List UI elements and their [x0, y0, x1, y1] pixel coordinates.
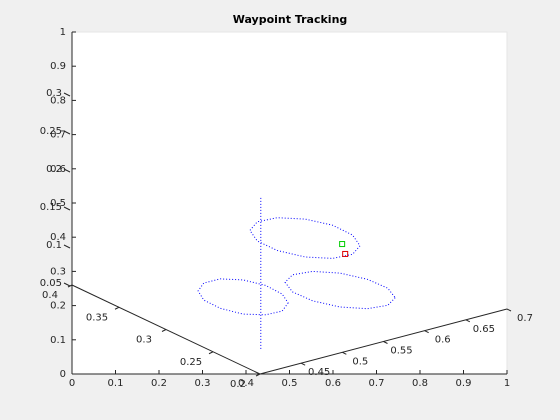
x-tick-label: 0.8 — [412, 378, 428, 389]
y-tick-label: 1 — [60, 27, 66, 38]
plot-area — [71, 31, 508, 375]
y3-tick-label: 0.4 — [42, 290, 58, 301]
y-tick-label: 0.6 — [50, 164, 66, 175]
x-tick-label: 0.6 — [325, 378, 341, 389]
x3-tick-label: 0.65 — [473, 324, 495, 335]
y-tick-label: 0.4 — [50, 232, 66, 243]
z3-tick — [63, 168, 71, 173]
y3-tick-label: 0.35 — [86, 312, 108, 323]
z3-tick — [63, 244, 71, 249]
x-tick-label: 0.1 — [108, 378, 124, 389]
z3-tick — [63, 206, 71, 211]
waypoint-marker — [342, 250, 349, 257]
y-tick-label: 0.5 — [50, 198, 66, 209]
y-tick-label: 0.8 — [50, 95, 66, 106]
y3-tick — [114, 306, 120, 310]
z3-tick-label: 0.15 — [40, 202, 62, 213]
x3-tick — [342, 351, 347, 355]
x-tick-label: 0.9 — [456, 378, 472, 389]
x3-tick-label: 0.55 — [390, 346, 412, 357]
z3-tick-label: 0.25 — [40, 126, 62, 137]
y3-tick-label: 0.25 — [180, 357, 202, 368]
x3-tick — [465, 319, 471, 323]
x3-tick — [300, 362, 306, 366]
z3-tick — [63, 282, 71, 287]
trajectory — [249, 217, 361, 259]
trajectory — [197, 278, 289, 316]
x3-tick — [424, 330, 429, 334]
z3-tick-label: 0.05 — [40, 278, 62, 289]
x-tick-label: 0.2 — [151, 378, 167, 389]
y3-tick — [208, 351, 214, 355]
z3-tick — [63, 92, 71, 97]
y3-tick-label: 0.3 — [136, 335, 152, 346]
y-tick-label: 0.7 — [50, 130, 66, 141]
x3-tick-label: 0.45 — [308, 367, 330, 378]
z3-tick-label: 0.1 — [46, 240, 62, 251]
y-tick-label: 0.3 — [50, 266, 66, 277]
x-tick-label: 0 — [69, 378, 75, 389]
y-tick-label: 0.9 — [50, 61, 66, 72]
y-tick-label: 0 — [60, 369, 66, 380]
y3-tick — [255, 373, 261, 377]
x-tick-label: 0.3 — [195, 378, 211, 389]
trajectory — [284, 270, 396, 310]
x3-tick — [506, 308, 512, 312]
y-tick-label: 0.1 — [50, 335, 66, 346]
x-tick-label: 0.4 — [238, 378, 254, 389]
x-tick-label: 1 — [504, 378, 510, 389]
waypoint-marker — [339, 241, 346, 248]
x-tick-label: 0.7 — [369, 378, 385, 389]
z3-tick — [63, 130, 71, 135]
z3-tick-label: 0.2 — [46, 164, 62, 175]
y3-tick — [161, 329, 167, 332]
x3-tick-label: 0.7 — [517, 313, 533, 324]
chart-title: Waypoint Tracking — [233, 13, 348, 26]
x3-tick — [383, 341, 388, 344]
y-tick-label: 0.2 — [50, 301, 66, 312]
x-tick-label: 0.5 — [282, 378, 298, 389]
x3-tick-label: 0.6 — [435, 335, 451, 346]
y3-tick-label: 0.2 — [230, 379, 246, 390]
z3-tick-label: 0.3 — [46, 88, 62, 99]
x3-tick-label: 0.5 — [352, 356, 368, 367]
